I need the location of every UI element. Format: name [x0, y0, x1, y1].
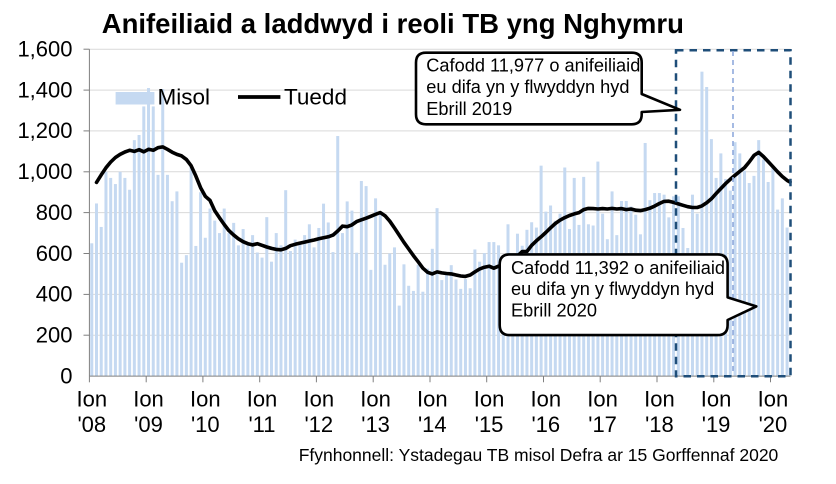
svg-text:200: 200: [36, 323, 73, 348]
svg-text:Ion: Ion: [417, 387, 448, 412]
svg-text:'18: '18: [645, 412, 674, 437]
svg-text:'09: '09: [134, 412, 163, 437]
svg-text:Ion: Ion: [531, 387, 562, 412]
svg-text:eu difa yn y flwyddyn hyd: eu difa yn y flwyddyn hyd: [426, 77, 629, 97]
svg-text:'15: '15: [475, 412, 504, 437]
svg-text:'11: '11: [248, 412, 275, 437]
svg-text:Ion: Ion: [587, 387, 618, 412]
svg-text:'20: '20: [759, 412, 788, 437]
svg-text:'08: '08: [77, 412, 106, 437]
svg-text:Anifeiliaid a laddwyd i reoli: Anifeiliaid a laddwyd i reoli TB yng Ngh…: [102, 8, 684, 39]
svg-text:Misol: Misol: [158, 85, 211, 110]
svg-text:Cafodd 11,977 o anifeiliaid: Cafodd 11,977 o anifeiliaid: [426, 56, 640, 76]
svg-text:1,600: 1,600: [17, 37, 72, 62]
svg-text:1,400: 1,400: [17, 77, 72, 102]
svg-text:Ion: Ion: [758, 387, 789, 412]
svg-text:600: 600: [36, 241, 73, 266]
svg-text:Ion: Ion: [360, 387, 391, 412]
svg-text:'19: '19: [702, 412, 731, 437]
svg-text:Ion: Ion: [701, 387, 732, 412]
svg-text:'17: '17: [588, 412, 617, 437]
svg-text:400: 400: [36, 282, 73, 307]
svg-text:Ion: Ion: [474, 387, 505, 412]
svg-text:Ion: Ion: [644, 387, 675, 412]
svg-text:800: 800: [36, 200, 73, 225]
svg-text:'14: '14: [418, 412, 447, 437]
svg-text:'12: '12: [304, 412, 333, 437]
svg-text:Ebrill 2020: Ebrill 2020: [511, 300, 597, 320]
svg-text:Ion: Ion: [77, 387, 108, 412]
svg-text:'10: '10: [191, 412, 220, 437]
svg-text:Ebrill 2019: Ebrill 2019: [426, 99, 512, 119]
svg-text:eu difa yn y flwyddyn hyd: eu difa yn y flwyddyn hyd: [511, 279, 714, 299]
svg-text:Ion: Ion: [133, 387, 164, 412]
svg-text:Ion: Ion: [190, 387, 221, 412]
svg-text:Cafodd 11,392 o anifeiliaid: Cafodd 11,392 o anifeiliaid: [511, 258, 725, 278]
svg-text:1,000: 1,000: [17, 159, 72, 184]
svg-text:Ion: Ion: [247, 387, 278, 412]
svg-text:Tuedd: Tuedd: [284, 85, 347, 110]
svg-text:1,200: 1,200: [17, 118, 72, 143]
svg-text:0: 0: [60, 363, 72, 388]
svg-text:Ffynhonnell: Ystadegau TB miso: Ffynhonnell: Ystadegau TB misol Defra ar…: [299, 445, 779, 465]
svg-text:'13: '13: [361, 412, 390, 437]
svg-text:Ion: Ion: [304, 387, 335, 412]
svg-text:'16: '16: [531, 412, 560, 437]
